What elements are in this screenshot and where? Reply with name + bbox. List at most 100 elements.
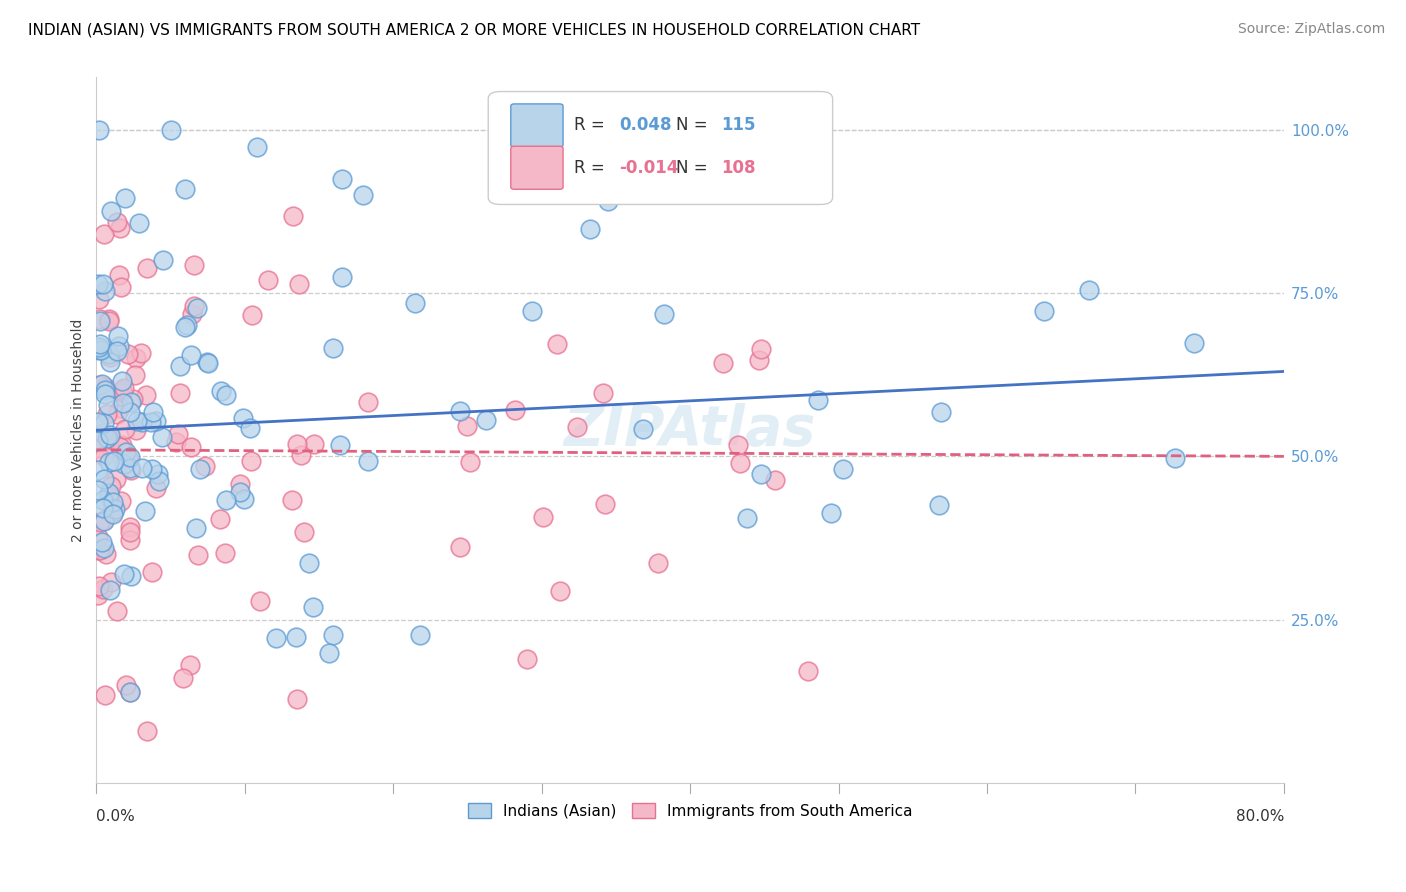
Point bbox=[233, 491, 256, 506]
Point bbox=[96, 431, 118, 445]
Text: INDIAN (ASIAN) VS IMMIGRANTS FROM SOUTH AMERICA 2 OR MORE VEHICLES IN HOUSEHOLD : INDIAN (ASIAN) VS IMMIGRANTS FROM SOUTH … bbox=[28, 22, 921, 37]
Point bbox=[111, 383, 134, 397]
Point bbox=[229, 485, 252, 500]
Point bbox=[298, 556, 321, 570]
Point bbox=[98, 311, 121, 326]
Point bbox=[94, 285, 117, 299]
Point bbox=[91, 377, 114, 392]
Point bbox=[735, 511, 758, 525]
Point bbox=[136, 261, 159, 276]
Text: N =: N = bbox=[676, 117, 713, 135]
Point bbox=[565, 419, 588, 434]
Point bbox=[100, 441, 122, 455]
Point bbox=[186, 521, 208, 535]
Point bbox=[152, 252, 174, 267]
Point bbox=[98, 485, 121, 500]
Point bbox=[285, 436, 308, 450]
Point bbox=[107, 328, 129, 343]
Point bbox=[94, 380, 117, 394]
Point bbox=[141, 415, 163, 429]
Point bbox=[136, 723, 159, 738]
Point bbox=[104, 472, 127, 486]
Point bbox=[214, 545, 236, 559]
Point bbox=[125, 351, 148, 365]
Point bbox=[120, 520, 142, 534]
Point bbox=[174, 182, 197, 196]
Point bbox=[181, 307, 204, 321]
Point bbox=[593, 497, 616, 511]
Point bbox=[749, 467, 772, 481]
Point bbox=[240, 308, 263, 322]
Point bbox=[284, 630, 307, 644]
Point bbox=[141, 565, 163, 579]
Point bbox=[128, 217, 150, 231]
Text: 80.0%: 80.0% bbox=[1236, 809, 1284, 824]
Point bbox=[111, 384, 134, 399]
Point bbox=[209, 512, 232, 526]
Point bbox=[120, 463, 142, 477]
Point bbox=[652, 307, 675, 321]
Point bbox=[516, 651, 538, 665]
Point bbox=[97, 490, 120, 504]
Point bbox=[292, 525, 315, 540]
Point bbox=[929, 405, 952, 419]
Point bbox=[807, 392, 830, 407]
Point bbox=[329, 438, 352, 452]
FancyBboxPatch shape bbox=[510, 103, 562, 147]
Point bbox=[108, 268, 131, 282]
Point bbox=[110, 494, 132, 508]
Point bbox=[322, 628, 344, 642]
Point bbox=[89, 543, 111, 558]
Point bbox=[249, 594, 271, 608]
Point bbox=[167, 426, 190, 441]
Text: 0.048: 0.048 bbox=[619, 117, 671, 135]
Point bbox=[131, 416, 153, 430]
Point bbox=[103, 507, 125, 521]
Point bbox=[832, 461, 855, 475]
Point bbox=[357, 453, 380, 467]
Point bbox=[183, 258, 205, 272]
Point bbox=[112, 381, 135, 395]
Point bbox=[148, 475, 170, 489]
Point bbox=[125, 414, 148, 428]
Point bbox=[449, 403, 471, 417]
Point bbox=[97, 314, 120, 328]
Point bbox=[288, 277, 311, 292]
Point bbox=[1078, 283, 1101, 297]
Point bbox=[820, 506, 842, 520]
Point bbox=[169, 386, 191, 401]
Point bbox=[93, 449, 115, 463]
Point bbox=[134, 504, 156, 518]
Point bbox=[404, 296, 426, 310]
Point bbox=[112, 457, 135, 471]
Point bbox=[713, 356, 735, 370]
Point bbox=[145, 481, 167, 495]
Point bbox=[727, 438, 749, 452]
Point bbox=[322, 341, 344, 355]
Point bbox=[87, 277, 110, 291]
Point bbox=[197, 356, 219, 370]
Point bbox=[120, 524, 142, 539]
Point bbox=[103, 453, 125, 467]
Point bbox=[125, 423, 148, 437]
Point bbox=[546, 337, 568, 351]
Point bbox=[209, 384, 232, 399]
FancyBboxPatch shape bbox=[488, 92, 832, 204]
FancyBboxPatch shape bbox=[510, 146, 562, 189]
Point bbox=[108, 441, 131, 455]
Text: N =: N = bbox=[676, 159, 713, 177]
Point bbox=[89, 579, 111, 593]
Point bbox=[579, 222, 602, 236]
Point bbox=[89, 311, 111, 326]
Point bbox=[112, 566, 135, 581]
Point bbox=[728, 456, 751, 470]
Point bbox=[100, 479, 122, 493]
Point bbox=[89, 314, 111, 328]
Point bbox=[330, 172, 353, 186]
Point bbox=[179, 657, 201, 672]
Point bbox=[330, 269, 353, 284]
Point bbox=[239, 421, 262, 435]
Point bbox=[118, 685, 141, 699]
Point bbox=[114, 422, 136, 436]
Point bbox=[93, 541, 115, 556]
